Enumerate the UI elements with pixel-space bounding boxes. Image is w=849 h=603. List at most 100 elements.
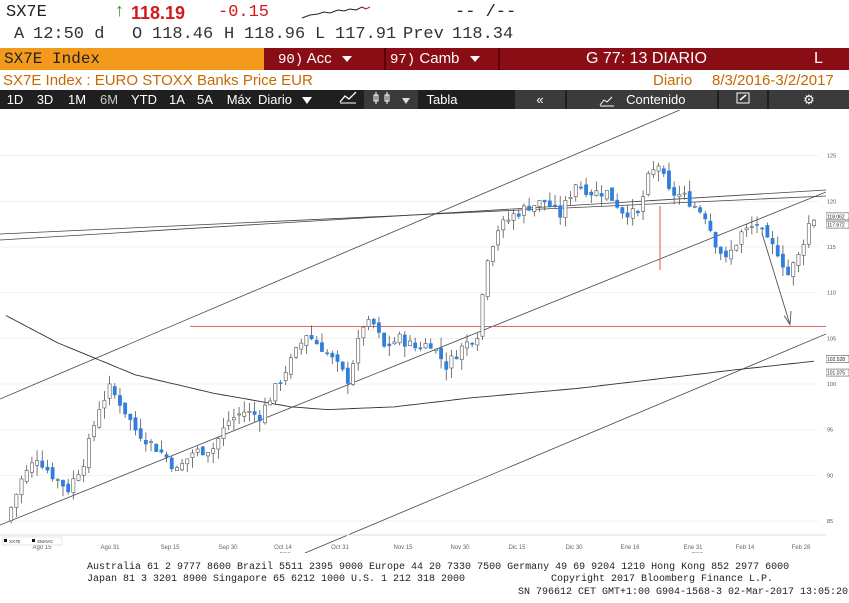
menu-separator	[384, 48, 386, 70]
candle	[216, 438, 221, 450]
candle	[620, 207, 625, 214]
candle	[724, 250, 728, 258]
candle	[9, 507, 14, 521]
candle	[739, 231, 744, 245]
range-max[interactable]: Máx	[226, 92, 252, 107]
last-price: 118.19	[131, 3, 186, 23]
candle	[149, 441, 153, 443]
x-tick-label: Oct 31	[331, 545, 349, 551]
header-ticker[interactable]: SX7E	[6, 3, 47, 22]
candle	[423, 343, 428, 349]
content-menu[interactable]: Contenido	[567, 90, 717, 109]
change-menu[interactable]: 97) Camb	[390, 48, 480, 70]
candle-type-icon[interactable]	[364, 90, 418, 109]
range-1a[interactable]: 1A	[169, 92, 185, 107]
settings-gear-icon[interactable]: ⚙	[769, 90, 849, 109]
range-3d[interactable]: 3D	[36, 92, 54, 107]
candle	[81, 466, 86, 476]
x-tick-label: Oct 14	[274, 545, 292, 551]
change-menu-label: Camb	[419, 50, 460, 67]
candle	[180, 463, 185, 471]
candle	[594, 190, 599, 196]
security-box[interactable]: SX7E Index	[0, 48, 264, 70]
candle	[45, 466, 50, 471]
line-chart-icon[interactable]	[334, 90, 362, 109]
candle	[490, 246, 495, 262]
candle	[24, 470, 29, 482]
candle	[651, 169, 656, 175]
candle	[770, 238, 775, 245]
price-chart[interactable]: Ago 15 Ago 31 Sep 15 Sep 30 Oct 14 Oct 31 Nov …	[0, 94, 827, 558]
candle	[604, 190, 609, 200]
candle	[677, 194, 682, 197]
candle	[97, 409, 102, 428]
candle	[615, 199, 620, 208]
candle	[356, 338, 361, 364]
x-tick-label: Ago 31	[100, 545, 120, 551]
quote-header: SX7E ↑ 118.19 -0.15 -- /-- A 12:50 d O 1…	[0, 0, 849, 48]
candle	[123, 402, 128, 415]
x-tick-label: Dic 30	[565, 545, 583, 551]
candle	[86, 438, 91, 468]
range-1m[interactable]: 1M	[67, 92, 87, 107]
candle	[377, 322, 381, 333]
candle	[273, 383, 278, 402]
candle	[226, 420, 231, 426]
footer-contacts: Australia 61 2 9777 8600 Brazil 5511 239…	[87, 562, 790, 573]
projection-arrow	[761, 233, 791, 325]
candle	[635, 210, 640, 214]
date-range[interactable]: 8/3/2016-3/2/2017	[712, 72, 834, 89]
candle	[211, 448, 216, 454]
candle	[579, 186, 583, 189]
x-tick-label: Sep 30	[218, 545, 238, 551]
legend-swatch	[4, 539, 7, 542]
candle	[382, 332, 387, 347]
graph-title: G 77: 13 DIARIO	[586, 50, 707, 67]
smavg-series	[5, 315, 815, 411]
year-label: 2016	[279, 552, 290, 553]
candle	[335, 354, 340, 362]
back-arrows-icon[interactable]: «	[515, 90, 565, 109]
candle	[444, 361, 449, 370]
candle	[760, 227, 765, 230]
candle	[366, 319, 371, 327]
y-tick-label: 105	[827, 336, 836, 342]
x-tick-label: Feb 14	[736, 545, 755, 551]
candle	[283, 372, 288, 381]
candle	[475, 338, 480, 346]
candle	[749, 226, 754, 228]
candle	[221, 427, 226, 439]
candle	[775, 245, 780, 257]
y-tick-label: 90	[827, 473, 833, 479]
edit-icon[interactable]	[719, 90, 767, 109]
trend-line	[304, 333, 827, 554]
chevron-down-icon	[341, 56, 352, 63]
period-select[interactable]: Diario	[258, 90, 328, 109]
y-tick-label: 100	[827, 382, 836, 388]
candle	[242, 411, 247, 417]
candle	[102, 399, 107, 409]
price-tag-label: 102.528	[827, 357, 845, 363]
price-tag-label: 101.075	[827, 371, 845, 377]
low-label: L	[315, 25, 326, 44]
range-1d[interactable]: 1D	[6, 92, 24, 107]
sparkline-icon	[301, 6, 371, 19]
candle	[231, 417, 236, 421]
actions-menu[interactable]: 90) Acc	[278, 48, 352, 70]
candle	[511, 213, 516, 221]
range-5a[interactable]: 5A	[197, 92, 213, 107]
candle	[682, 192, 687, 195]
range-6m[interactable]: 6M	[99, 92, 119, 107]
candle	[247, 410, 252, 413]
candle	[133, 417, 138, 431]
range-ytd[interactable]: YTD	[131, 92, 157, 107]
candle	[796, 253, 801, 266]
candle	[537, 200, 542, 207]
candle	[164, 454, 169, 458]
table-button[interactable]: Tabla	[426, 92, 458, 107]
candle	[402, 334, 407, 347]
candle	[397, 333, 402, 344]
candle	[190, 452, 195, 458]
candle	[71, 478, 76, 493]
launchpad-indicator[interactable]: L	[814, 50, 823, 67]
